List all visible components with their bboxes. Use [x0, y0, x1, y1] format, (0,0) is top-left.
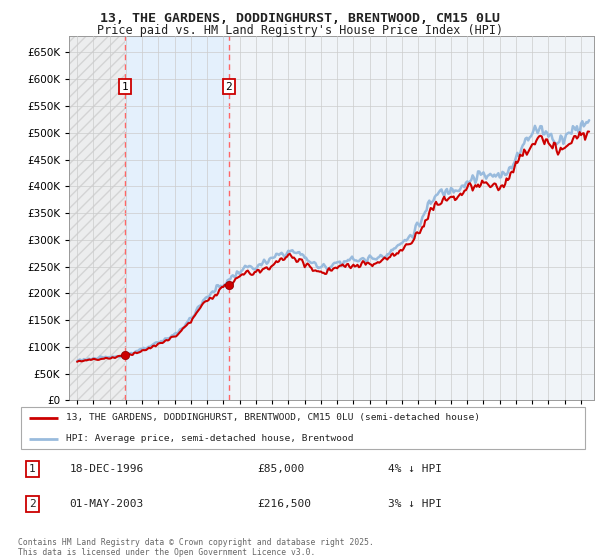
Text: Price paid vs. HM Land Registry's House Price Index (HPI): Price paid vs. HM Land Registry's House …: [97, 24, 503, 36]
Text: 2: 2: [29, 499, 35, 509]
Text: 13, THE GARDENS, DODDINGHURST, BRENTWOOD, CM15 0LU (semi-detached house): 13, THE GARDENS, DODDINGHURST, BRENTWOOD…: [67, 413, 481, 422]
Text: 4% ↓ HPI: 4% ↓ HPI: [389, 464, 443, 474]
Bar: [69, 36, 125, 400]
Text: HPI: Average price, semi-detached house, Brentwood: HPI: Average price, semi-detached house,…: [67, 435, 354, 444]
Text: 01-MAY-2003: 01-MAY-2003: [70, 499, 143, 509]
Text: 1: 1: [29, 464, 35, 474]
Text: 1: 1: [122, 82, 128, 92]
Text: 13, THE GARDENS, DODDINGHURST, BRENTWOOD, CM15 0LU: 13, THE GARDENS, DODDINGHURST, BRENTWOOD…: [100, 12, 500, 25]
Text: 3% ↓ HPI: 3% ↓ HPI: [389, 499, 443, 509]
Text: 18-DEC-1996: 18-DEC-1996: [70, 464, 143, 474]
Text: 2: 2: [226, 82, 232, 92]
FancyBboxPatch shape: [21, 407, 585, 449]
Text: Contains HM Land Registry data © Crown copyright and database right 2025.
This d: Contains HM Land Registry data © Crown c…: [18, 538, 374, 557]
Text: £216,500: £216,500: [257, 499, 311, 509]
Bar: [125, 36, 229, 400]
Text: £85,000: £85,000: [257, 464, 305, 474]
